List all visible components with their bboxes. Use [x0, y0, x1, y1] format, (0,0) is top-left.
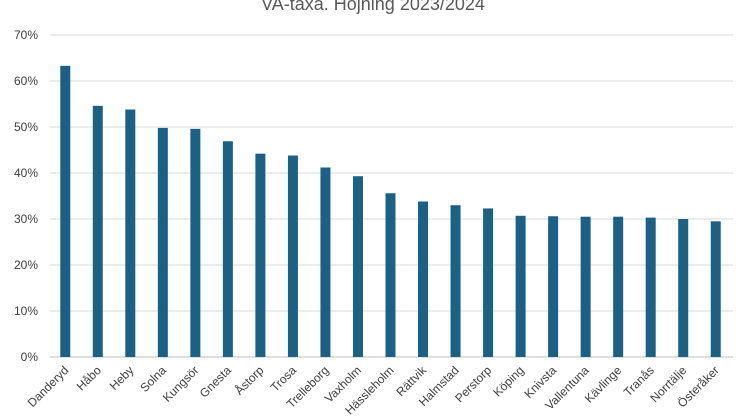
bar-vaxholm [352, 176, 363, 357]
y-tick-label: 70% [14, 28, 38, 42]
bar-åstorp [255, 153, 266, 357]
x-tick-label: Håbo [74, 363, 104, 393]
bar-trosa [287, 155, 298, 357]
bar-halmstad [450, 205, 461, 357]
x-tick-label: Kungsör [160, 363, 202, 405]
y-tick-label: 40% [14, 166, 38, 180]
x-tick-label: Danderyd [25, 363, 72, 410]
bar-köping [515, 215, 526, 357]
bar-rättvik [418, 201, 429, 357]
bar-heby [125, 109, 136, 358]
bar-håbo [92, 105, 103, 357]
bar-solna [157, 127, 168, 357]
bar-hässleholm [385, 193, 396, 357]
y-tick-label: 20% [14, 258, 38, 272]
bar-österåker [710, 221, 721, 357]
bar-kungsör [190, 128, 201, 357]
bar-trelleborg [320, 167, 331, 357]
x-tick-label: Perstorp [452, 363, 494, 405]
x-tick-label: Heby [107, 363, 137, 393]
y-tick-label: 30% [14, 212, 38, 226]
bar-perstorp [483, 208, 494, 357]
y-tick-label: 60% [14, 74, 38, 88]
bar-knivsta [548, 216, 559, 357]
bar-vallentuna [580, 216, 591, 357]
y-axis-ticks: 0% 10% 20% 30% 40% 50% 60% 70% [14, 28, 38, 364]
bar-norrtälje [678, 219, 689, 357]
x-tick-label: Gnesta [197, 363, 234, 400]
chart-title: VA-taxa. Höjning 2023/2024 [261, 0, 485, 14]
y-tick-label: 10% [14, 304, 38, 318]
x-tick-label: Köping [490, 363, 526, 399]
bar-danderyd [60, 65, 71, 357]
y-tick-label: 50% [14, 120, 38, 134]
bar-kävlinge [613, 216, 624, 357]
x-tick-label: Kävlinge [582, 363, 625, 406]
bar-tranås [645, 217, 656, 357]
x-axis-labels: Danderyd Håbo Heby SolnaKungsörGnestaÅstorp… [25, 362, 722, 417]
x-tick-label: Åstorp [231, 362, 266, 397]
y-tick-label: 0% [21, 350, 39, 364]
bars [60, 65, 721, 358]
bar-gnesta [222, 141, 233, 357]
